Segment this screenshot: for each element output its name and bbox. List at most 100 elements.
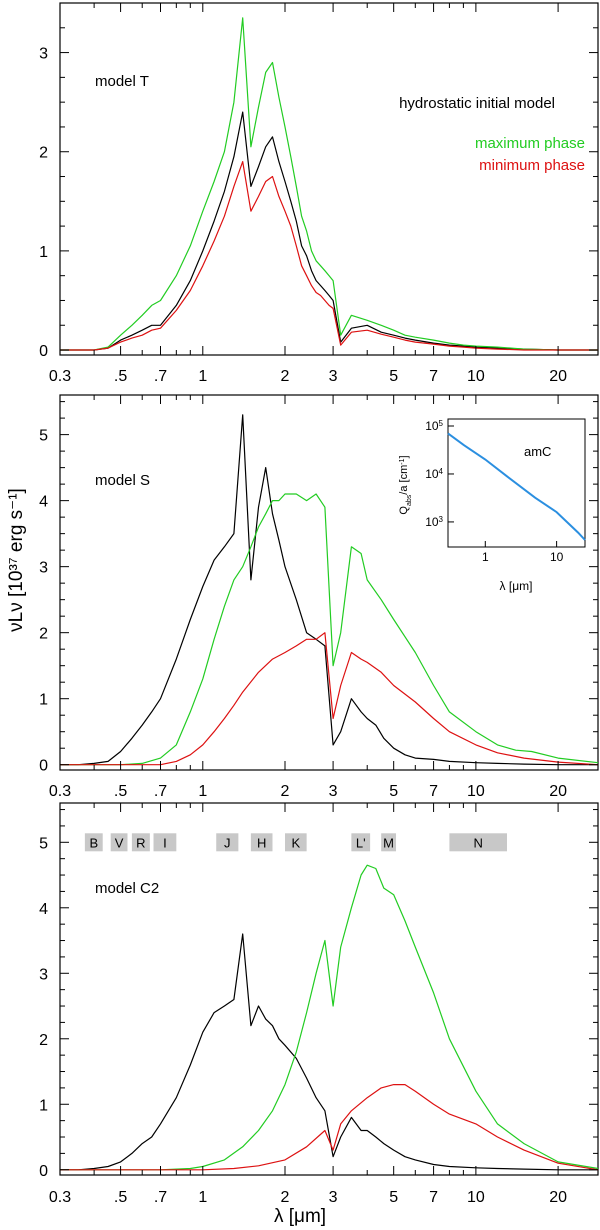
band-box xyxy=(250,833,273,852)
x-tick-label: 3 xyxy=(329,1189,338,1206)
band-label: H xyxy=(257,835,266,850)
x-tick-label: 5 xyxy=(389,783,398,800)
band-box xyxy=(153,833,177,852)
band-box xyxy=(110,833,128,852)
inset-title: amC xyxy=(524,444,551,459)
band-label: L' xyxy=(356,835,366,850)
inset-y-label: Qabs/a [cm-1] xyxy=(398,455,413,514)
series-line-red xyxy=(60,161,598,351)
band-label: B xyxy=(89,835,98,850)
photometric-bands: B V R I J H K L' M N xyxy=(84,833,508,852)
y-tick-label: 3 xyxy=(39,966,48,983)
inset-x-tick-label: 10 xyxy=(550,550,564,564)
inset-y-tick-label: 105 xyxy=(425,419,443,434)
x-tick-label: 3 xyxy=(329,368,338,385)
x-tick-label: 2 xyxy=(281,1189,290,1206)
band-box xyxy=(449,833,508,852)
legend-maximum-phase: maximum phase xyxy=(475,135,585,152)
legend-minimum-phase: minimum phase xyxy=(479,157,585,174)
x-tick-label: 1 xyxy=(198,783,207,800)
series-line-red xyxy=(60,632,599,766)
band-label: K xyxy=(291,835,300,850)
y-tick-label: 1 xyxy=(39,1097,48,1114)
band-label: V xyxy=(115,835,124,850)
panel-title: model T xyxy=(95,73,149,90)
band-label: N xyxy=(474,835,483,850)
y-tick-label: 0 xyxy=(39,343,48,360)
y-tick-label: 4 xyxy=(39,901,48,918)
series-line-black xyxy=(60,414,598,766)
x-tick-label: 5 xyxy=(389,1189,398,1206)
band-label: J xyxy=(224,835,231,850)
series-line-red xyxy=(60,1083,599,1171)
x-tick-label: 1 xyxy=(198,1189,207,1206)
x-tick-label: 20 xyxy=(549,368,567,385)
panel-model-c2: model C2 B V R I J H K L' M N 0.3 .5 .7 1 2 3 5 7 10 20 0 1 2… xyxy=(39,802,599,1206)
inset-amc: amC Qabs/a [cm-1] λ [μm] 1 10 103 104 105 xyxy=(398,418,586,593)
band-box xyxy=(216,833,239,852)
inset-x-label: λ [μm] xyxy=(500,579,533,593)
band-box xyxy=(351,833,371,852)
series-line-green xyxy=(60,864,599,1171)
plot-frame xyxy=(59,2,599,356)
y-tick-label: 5 xyxy=(39,835,48,852)
x-tick-label: 0.3 xyxy=(49,1189,71,1206)
plot-frame xyxy=(59,394,599,771)
x-tick-label: 20 xyxy=(549,783,567,800)
inset-y-tick-label: 103 xyxy=(425,514,443,529)
panel-title: model C2 xyxy=(95,880,159,897)
band-box xyxy=(84,833,103,852)
y-tick-label: 0 xyxy=(39,1163,48,1180)
series-line-green xyxy=(60,493,599,766)
inset-series-line xyxy=(447,432,586,541)
panel-model-s: model S amC Qabs/a [cm-1] λ [μm] 1 101031… xyxy=(39,394,599,800)
y-tick-label: 3 xyxy=(39,560,48,577)
y-axis-label: νLν [10³⁷ erg s⁻¹] xyxy=(6,488,27,632)
y-tick-label: 2 xyxy=(39,1032,48,1049)
y-tick-label: 2 xyxy=(39,145,48,162)
x-tick-label: 7 xyxy=(429,1189,438,1206)
x-tick-label: 5 xyxy=(389,368,398,385)
y-tick-label: 1 xyxy=(39,692,48,709)
y-tick-label: 5 xyxy=(39,428,48,445)
x-tick-label: 1 xyxy=(198,368,207,385)
band-box xyxy=(131,833,150,852)
x-axis-label: λ [μm] xyxy=(274,1206,326,1227)
y-tick-label: 3 xyxy=(39,46,48,63)
inset-y-tick-label: 104 xyxy=(425,466,443,481)
x-tick-label: .7 xyxy=(154,1189,167,1206)
plot-frame xyxy=(59,802,599,1176)
band-box xyxy=(285,833,307,852)
y-tick-label: 0 xyxy=(39,758,48,775)
x-tick-label: 10 xyxy=(467,1189,485,1206)
x-tick-label: .7 xyxy=(154,783,167,800)
band-label: M xyxy=(383,835,394,850)
panel-title: model S xyxy=(95,472,150,489)
x-tick-label: 10 xyxy=(467,368,485,385)
x-tick-label: .5 xyxy=(114,783,127,800)
x-tick-label: .7 xyxy=(154,368,167,385)
legend-hydrostatic: hydrostatic initial model xyxy=(399,95,555,112)
x-tick-label: 3 xyxy=(329,783,338,800)
x-tick-label: 7 xyxy=(429,783,438,800)
y-tick-label: 1 xyxy=(39,244,48,261)
x-tick-label: 7 xyxy=(429,368,438,385)
band-label: I xyxy=(163,835,167,850)
series-line-black xyxy=(60,111,598,351)
x-tick-label: 20 xyxy=(549,1189,567,1206)
inset-x-tick-label: 1 xyxy=(482,550,489,564)
series-line-green xyxy=(60,17,598,351)
x-tick-label: 2 xyxy=(281,783,290,800)
band-box xyxy=(381,833,397,852)
x-tick-label: 0.3 xyxy=(49,783,71,800)
x-tick-label: 2 xyxy=(281,368,290,385)
y-tick-label: 4 xyxy=(39,494,48,511)
series-line-black xyxy=(60,933,598,1171)
y-tick-label: 2 xyxy=(39,626,48,643)
x-tick-label: .5 xyxy=(114,1189,127,1206)
x-tick-label: 10 xyxy=(467,783,485,800)
panel-model-t: model T hydrostatic initial model maximu… xyxy=(39,2,599,385)
x-tick-label: 0.3 xyxy=(49,368,71,385)
band-label: R xyxy=(136,835,145,850)
